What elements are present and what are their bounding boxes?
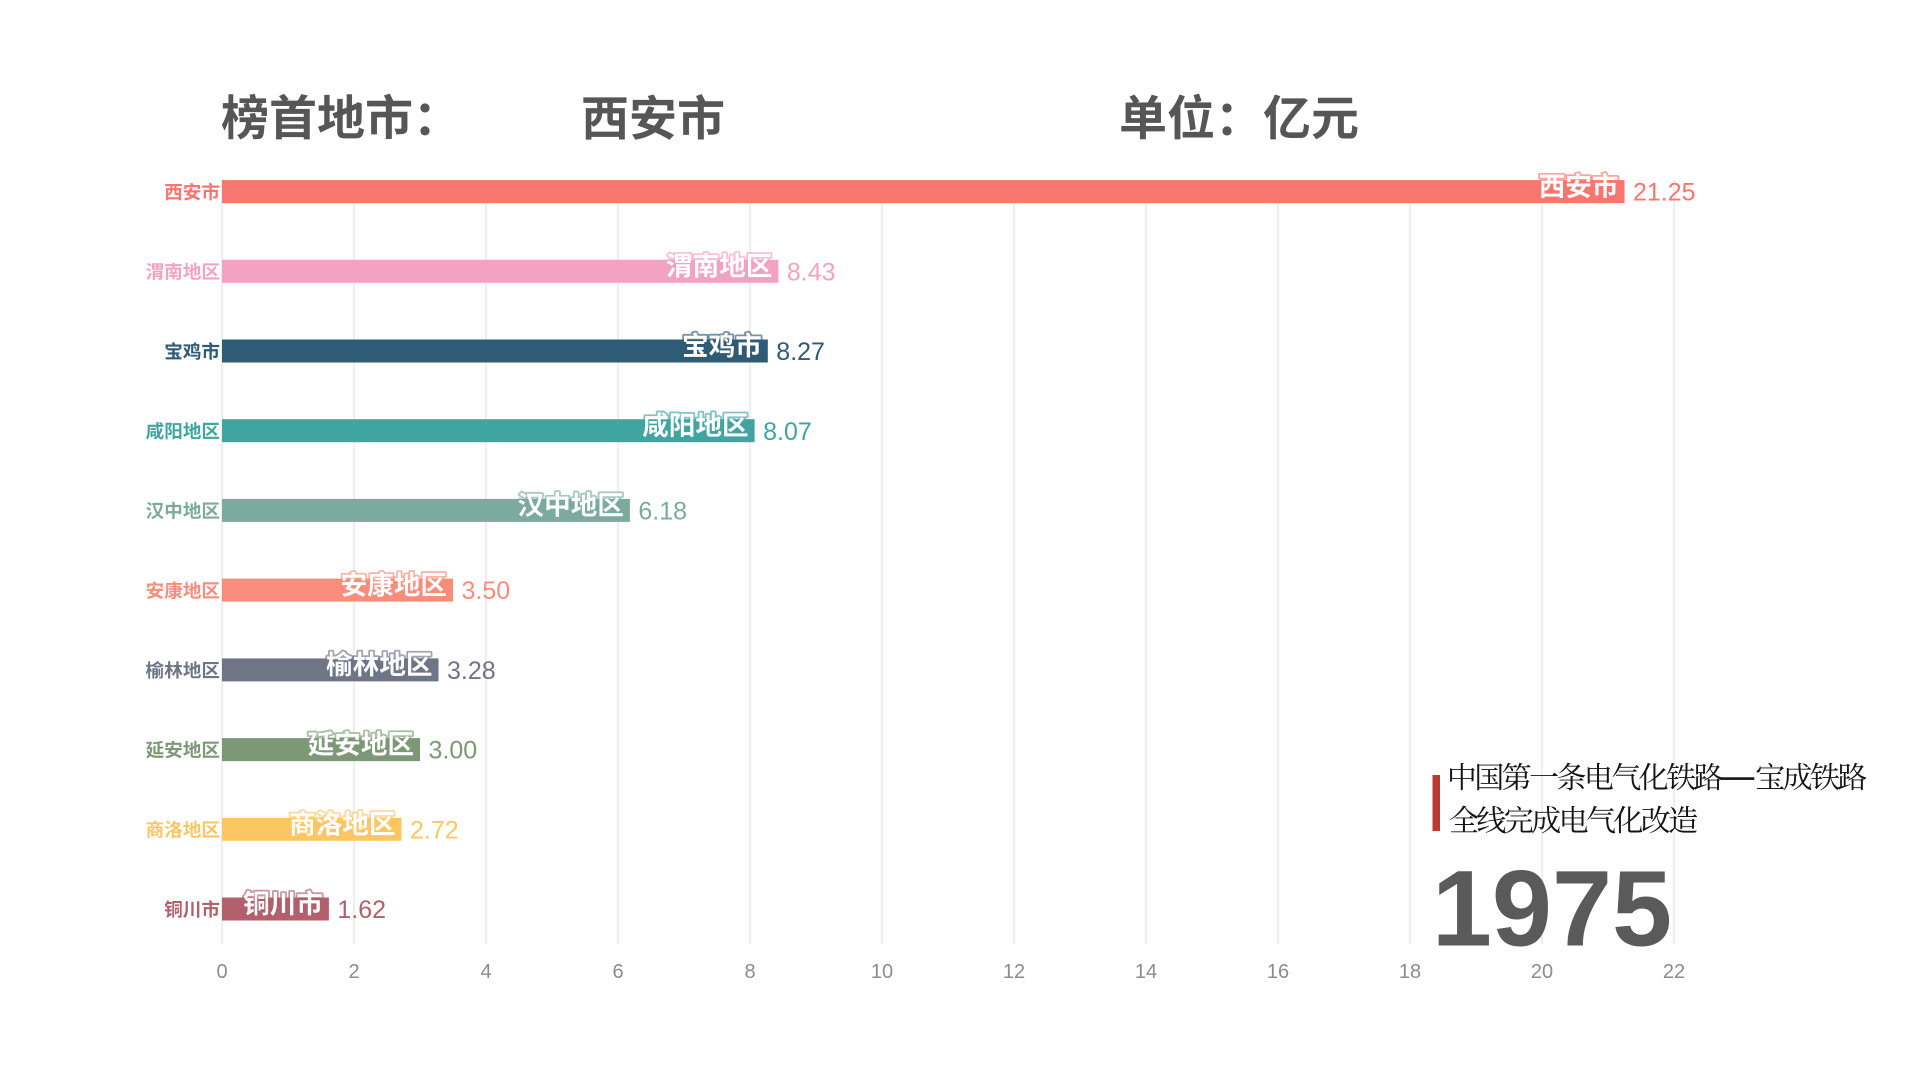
svg-text:3.28: 3.28 [447, 657, 496, 685]
svg-text:8: 8 [744, 961, 755, 983]
svg-text:6: 6 [612, 961, 623, 983]
svg-text:8.43: 8.43 [787, 258, 836, 286]
svg-text:2: 2 [348, 961, 359, 983]
svg-text:3.00: 3.00 [429, 737, 478, 765]
svg-text:10: 10 [871, 961, 893, 983]
svg-text:21.25: 21.25 [1633, 179, 1696, 207]
svg-text:16: 16 [1267, 961, 1289, 983]
svg-text:2.72: 2.72 [410, 816, 459, 844]
svg-text:0: 0 [216, 961, 227, 983]
svg-text:1.62: 1.62 [337, 896, 386, 924]
svg-text:8.07: 8.07 [763, 418, 812, 446]
svg-text:8.27: 8.27 [776, 338, 825, 366]
svg-text:12: 12 [1003, 961, 1025, 983]
svg-text:20: 20 [1531, 961, 1553, 983]
svg-text:22: 22 [1663, 961, 1685, 983]
svg-text:3.50: 3.50 [462, 577, 511, 605]
svg-text:18: 18 [1399, 961, 1421, 983]
svg-text:6.18: 6.18 [638, 498, 687, 526]
svg-text:1975: 1975 [1432, 848, 1672, 969]
svg-text:4: 4 [480, 961, 491, 983]
svg-text:14: 14 [1135, 961, 1157, 983]
